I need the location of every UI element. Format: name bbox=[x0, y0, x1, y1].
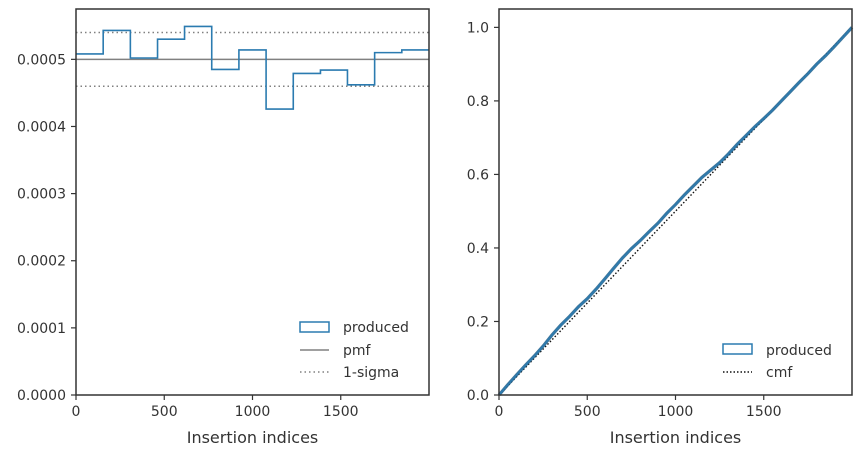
p1-y-tick-label: 0.6 bbox=[467, 167, 489, 183]
left-legend: produced pmf 1-sigma bbox=[299, 320, 409, 381]
p0-x-tick-label: 0 bbox=[72, 404, 81, 420]
right-plot-marks bbox=[497, 26, 854, 397]
p0-x-tick-label: 1000 bbox=[235, 404, 271, 420]
legend-label-pmf: pmf bbox=[343, 343, 372, 359]
p1-y-tick-label: 0.2 bbox=[467, 314, 489, 330]
legend-label-produced-cdf: produced bbox=[766, 343, 832, 359]
legend-label-produced: produced bbox=[343, 320, 409, 336]
p0-y-tick-label: 0.0003 bbox=[17, 187, 66, 203]
left-chart: 0 500 1000 1500 0.0000 0.0001 0.0002 0.0003 0.00… bbox=[17, 8, 430, 447]
produced-histogram-step bbox=[76, 25, 429, 110]
legend-label-1-sigma: 1-sigma bbox=[343, 365, 399, 381]
left-ticks: 0 500 1000 1500 0.0000 0.0001 0.0002 0.0003 0.00… bbox=[17, 52, 359, 420]
p1-x-tick-label: 1500 bbox=[746, 404, 782, 420]
p1-y-tick-label: 0.0 bbox=[467, 388, 489, 404]
p0-y-tick-label: 0.0002 bbox=[17, 254, 66, 270]
right-legend: produced cmf bbox=[722, 343, 832, 381]
right-ticks: 0 500 1000 1500 0.0 0.2 0.4 0.6 0.8 1.0 bbox=[467, 20, 782, 420]
left-plot-frame bbox=[75, 8, 430, 396]
left-plot-marks bbox=[76, 25, 429, 110]
p0-y-tick-label: 0.0004 bbox=[17, 119, 66, 135]
legend-swatch-produced bbox=[299, 321, 330, 333]
legend-label-cmf: cmf bbox=[766, 365, 793, 381]
p0-x-tick-label: 1500 bbox=[323, 404, 359, 420]
p1-x-tick-label: 500 bbox=[574, 404, 601, 420]
right-plot-frame bbox=[498, 8, 853, 396]
left-x-axis-label: Insertion indices bbox=[187, 428, 319, 447]
p1-y-tick-label: 0.4 bbox=[467, 241, 489, 257]
p1-y-tick-label: 0.8 bbox=[467, 94, 489, 110]
legend-swatch-produced-cdf bbox=[722, 343, 753, 355]
p0-y-tick-label: 0.0001 bbox=[17, 321, 66, 337]
right-x-axis-label: Insertion indices bbox=[610, 428, 742, 447]
right-chart: 0 500 1000 1500 0.0 0.2 0.4 0.6 0.8 1.0 Insertion… bbox=[467, 8, 854, 447]
p1-x-tick-label: 0 bbox=[495, 404, 504, 420]
p1-y-tick-label: 1.0 bbox=[467, 20, 489, 36]
p0-y-tick-label: 0.0000 bbox=[17, 388, 66, 404]
p1-x-tick-label: 1000 bbox=[658, 404, 694, 420]
p0-y-tick-label: 0.0005 bbox=[17, 52, 66, 68]
p0-x-tick-label: 500 bbox=[151, 404, 178, 420]
